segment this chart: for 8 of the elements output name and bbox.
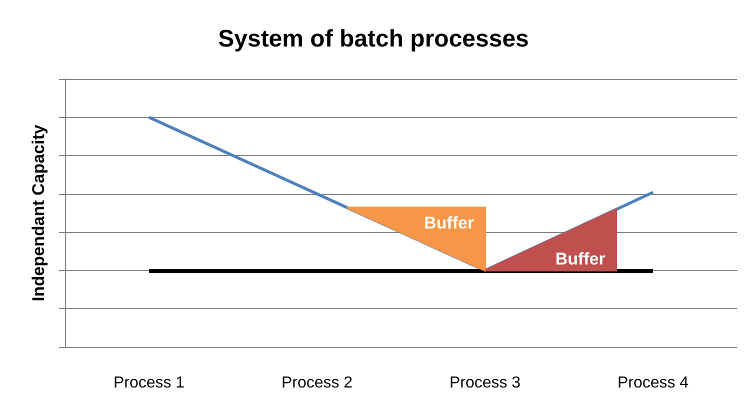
x-tick-label: Process 4 [617, 374, 689, 392]
y-axis-title: Independant Capacity [29, 124, 48, 302]
x-tick-label: Process 1 [113, 374, 185, 392]
x-tick-label: Process 3 [449, 374, 521, 392]
annotation: Buffer [424, 214, 474, 233]
chart-title: System of batch processes [218, 26, 529, 52]
annotation: Buffer [555, 249, 606, 268]
x-tick-label: Process 2 [281, 374, 353, 392]
